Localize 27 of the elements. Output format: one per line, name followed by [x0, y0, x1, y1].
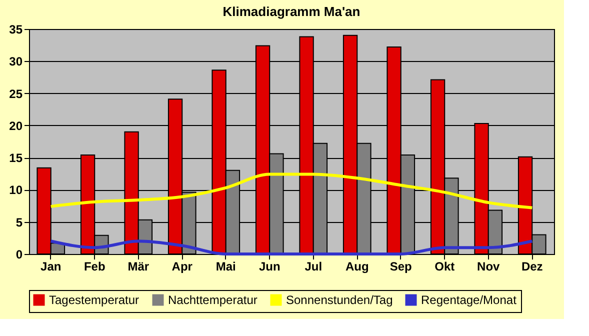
- x-tick-label: Apr: [172, 260, 193, 274]
- line-series: [49, 240, 534, 256]
- y-tick-label: 30: [9, 54, 23, 69]
- x-tick-label: Dez: [521, 260, 543, 274]
- x-tick-label: Sep: [390, 260, 412, 274]
- y-tick-label: 5: [16, 215, 23, 230]
- legend-label: Sonnenstunden/Tag: [286, 293, 393, 307]
- y-tick-label: 20: [9, 118, 23, 133]
- y-tick-label: 25: [9, 86, 23, 101]
- y-tick-label: 35: [9, 22, 23, 36]
- x-tick-label: Jun: [258, 260, 280, 274]
- x-tick-label: Aug: [345, 260, 369, 274]
- legend-label: Regentage/Monat: [421, 293, 518, 307]
- x-tick-label: Okt: [434, 260, 455, 274]
- line-series: [49, 172, 534, 210]
- y-tick-label: 0: [16, 248, 23, 262]
- x-tick-label: Jul: [304, 260, 322, 274]
- y-tick-label: 15: [9, 151, 23, 166]
- y-tick-label: 10: [9, 183, 23, 198]
- x-tick-label: Nov: [477, 260, 500, 274]
- chart-title: Klimadiagramm Ma'an: [222, 4, 360, 19]
- x-tick-label: Mär: [128, 260, 150, 274]
- legend-label: Tagestemperatur: [49, 293, 140, 307]
- x-tick-label: Jan: [40, 260, 62, 274]
- x-tick-label: Feb: [84, 260, 106, 274]
- legend-label: Nachttemperatur: [168, 293, 258, 307]
- x-tick-label: Mai: [216, 260, 236, 274]
